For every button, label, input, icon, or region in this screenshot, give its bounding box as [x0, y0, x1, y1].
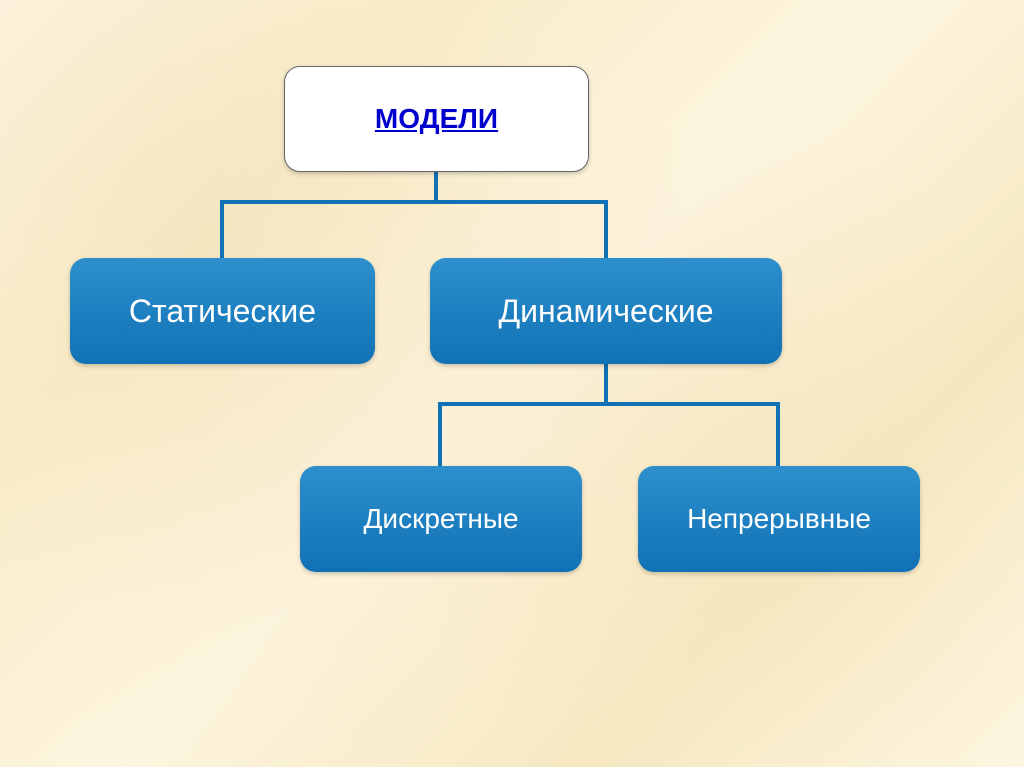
connector [604, 364, 608, 404]
connector [434, 172, 438, 202]
node-continuous: Непрерывные [638, 466, 920, 572]
node-continuous-label: Непрерывные [687, 503, 871, 535]
node-dynamic-label: Динамические [498, 293, 713, 330]
connector [438, 402, 442, 468]
node-static-label: Статические [129, 293, 316, 330]
node-root: МОДЕЛИ [284, 66, 589, 172]
node-dynamic: Динамические [430, 258, 782, 364]
connector [220, 200, 608, 204]
connector [776, 402, 780, 468]
connector [604, 200, 608, 260]
connector [438, 402, 780, 406]
node-static: Статические [70, 258, 375, 364]
connector [220, 200, 224, 260]
node-root-label: МОДЕЛИ [375, 103, 498, 135]
node-discrete-label: Дискретные [363, 503, 518, 535]
node-discrete: Дискретные [300, 466, 582, 572]
